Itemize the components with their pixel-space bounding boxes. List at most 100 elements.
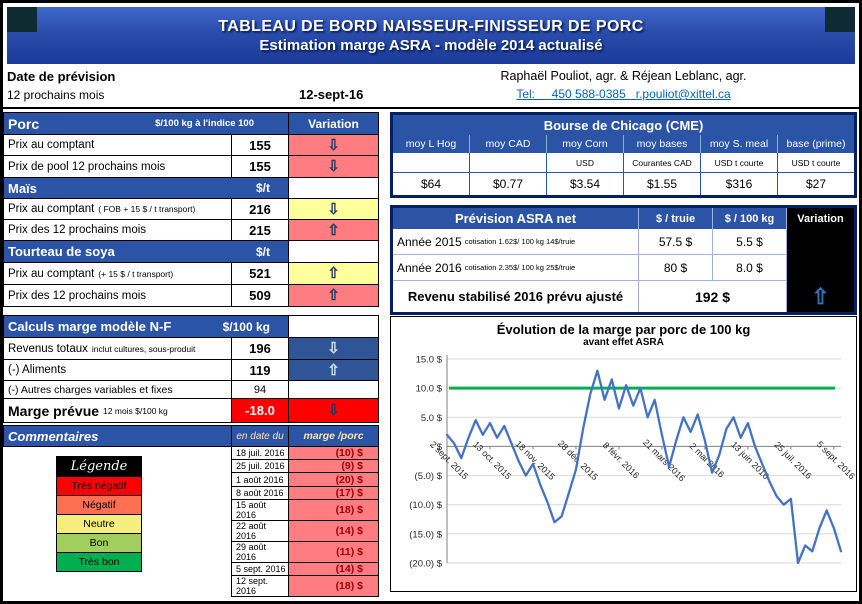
empty-cell xyxy=(289,241,379,262)
asra-truie-value: 80 $ xyxy=(639,255,713,281)
tel-label: Tel: xyxy=(516,87,535,101)
history-date: 25 juil. 2016 xyxy=(232,460,289,474)
svg-text:5 sept. 2016: 5 sept. 2016 xyxy=(815,439,856,481)
table-row: 5 sept. 2016 (14) $ xyxy=(232,562,379,577)
table-row: Prix des 12 prochains mois 509 ⇧ xyxy=(4,285,379,307)
porc-header: Porc $/100 kg à l'indice 100 xyxy=(4,113,289,134)
asra-col-truie: $ / truie xyxy=(639,208,713,229)
header-divider xyxy=(3,107,859,109)
up-arrow-icon: ⇧ xyxy=(327,361,340,379)
down-arrow-icon: ⇩ xyxy=(327,340,340,357)
down-arrow-icon: ⇩ xyxy=(327,158,340,175)
table-row: 15 août 2016 (18) $ xyxy=(232,499,379,521)
row-label: Prix au comptant xyxy=(8,203,95,215)
svg-text:15.0 $: 15.0 $ xyxy=(416,355,443,366)
cme-title: Bourse de Chicago (CME) xyxy=(393,115,854,135)
asra-variation-cell xyxy=(787,255,854,281)
cme-value: $3.54 xyxy=(547,173,624,195)
cme-value: $316 xyxy=(701,173,778,195)
asra-year: Année 2016 xyxy=(397,260,462,275)
row-label-cell: Marge prévue 12 mois $/100 kg xyxy=(4,399,232,422)
history-value: (11) $ xyxy=(289,541,379,563)
empty-cell xyxy=(289,316,379,337)
mais-header: Maïs $/t xyxy=(4,178,289,198)
porc-title: Porc xyxy=(8,115,40,132)
history-value: (10) $ xyxy=(289,447,379,461)
svg-text:(10.0) $: (10.0) $ xyxy=(409,500,442,511)
cme-unit: USD t courte xyxy=(778,153,854,173)
row-value-cell: 216 xyxy=(232,199,289,219)
row-value-cell: 196 xyxy=(232,338,289,359)
row-label-cell: Prix des 12 prochains mois xyxy=(4,220,232,240)
table-row: Prix des 12 prochains mois 215 ⇧ xyxy=(4,220,379,241)
authors-line: Raphaël Pouliot, agr. & Réjean Leblanc, … xyxy=(500,69,747,83)
history-date: 18 juil. 2016 xyxy=(232,447,289,461)
cme-col-header: moy L Hog xyxy=(393,135,470,153)
row-label-cell: Prix au comptant (+ 15 $ / t transport) xyxy=(4,263,232,284)
history-marge-header: marge /porc xyxy=(289,426,379,446)
table-row: Année 2016 cotisation 2.35$/ 100 kg 25$/t… xyxy=(393,255,854,281)
soya-unit: $/t xyxy=(255,244,270,259)
commentaires-title: Commentaires xyxy=(8,428,99,444)
row-value-cell: -18.0 xyxy=(232,399,289,422)
asra-table: Prévision ASRA net $ / truie $ / 100 kg … xyxy=(390,205,857,315)
calc-unit: $/100 kg xyxy=(222,319,270,334)
svg-text:(5.0) $: (5.0) $ xyxy=(415,471,443,482)
variation-cell: ⇧ xyxy=(289,285,379,306)
chart-subtitle: avant effet ASRA xyxy=(583,337,664,348)
history-value: (20) $ xyxy=(289,473,379,487)
margin-history-table: 18 juil. 2016 (10) $ 25 juil. 2016 (9) $ 1… xyxy=(231,447,379,598)
asra-row-label: Année 2015 cotisation 1.62$/ 100 kg 14$/t… xyxy=(393,229,639,255)
porc-unit: $/100 kg à l'indice 100 xyxy=(155,118,254,129)
history-value: (18) $ xyxy=(289,499,379,521)
forecast-period: 12 prochains mois xyxy=(7,88,105,102)
cme-value: $64 xyxy=(393,173,470,195)
history-value: (18) $ xyxy=(289,576,379,598)
cme-unit xyxy=(393,153,470,173)
asra-note: cotisation 2.35$/ 100 kg 25$/truie xyxy=(464,263,576,272)
row-label-cell: Prix des 12 prochains mois xyxy=(4,285,232,306)
prices-table: Porc $/100 kg à l'indice 100 Variation P… xyxy=(3,112,379,307)
forecast-label: Date de prévision xyxy=(7,69,116,84)
table-row: Prix de pool 12 prochains mois 155 ⇩ xyxy=(4,156,379,178)
legend-item: Très bon xyxy=(57,552,141,571)
legend-item: Très négatif xyxy=(57,476,141,495)
soya-header: Tourteau de soya $/t xyxy=(4,241,289,262)
table-row: (-) Aliments 119 ⇧ xyxy=(4,360,379,381)
chart-plot-area: 15.0 $ 10.0 $ 5.0 $ - $ (5.0) $ (10.0) $ (15.0… xyxy=(409,355,856,570)
row-label: (-) Autres charges variables et fixes xyxy=(8,383,173,396)
legend-item: Neutre xyxy=(57,514,141,533)
cme-col-header: moy Corn xyxy=(547,135,624,153)
table-row: 25 juil. 2016 (9) $ xyxy=(232,460,379,474)
row-note: ( FOB + 15 $ / t transport) xyxy=(98,204,196,214)
legend-label: Très bon xyxy=(78,556,120,568)
history-date: 8 août 2016 xyxy=(232,486,289,500)
page-subtitle: Estimation marge ASRA - modèle 2014 actu… xyxy=(259,36,603,54)
up-arrow-icon: ⇧ xyxy=(327,265,340,282)
phone-link[interactable]: 450 588-0385 xyxy=(551,87,626,101)
contact-line: Tel: 450 588-0385 r.pouliot@xittel.ca xyxy=(390,87,857,101)
cme-unit: Courantes CAD xyxy=(624,153,701,173)
asra-kg-value: 5.5 $ xyxy=(713,229,787,255)
table-row: Prix au comptant( FOB + 15 $ / t transpo… xyxy=(4,199,379,220)
row-label: Prix au comptant xyxy=(8,267,95,280)
svg-text:13 oct. 2015: 13 oct. 2015 xyxy=(471,439,513,481)
margin-calc-table: Calculs marge modèle N-F $/100 kg Revenu… xyxy=(3,315,379,423)
row-note: (+ 15 $ / t transport) xyxy=(98,268,174,279)
variation-cell: ⇩ xyxy=(289,135,379,155)
variation-header: Variation xyxy=(289,113,379,134)
mais-header-row: Maïs $/t xyxy=(4,178,379,199)
calc-title: Calculs marge modèle N-F xyxy=(8,319,172,334)
empty-cell xyxy=(289,381,379,398)
history-value: (17) $ xyxy=(289,486,379,500)
asra-footer-label: Revenu stabilisé 2016 prévu ajusté xyxy=(393,281,639,312)
row-value-cell: 119 xyxy=(232,360,289,380)
cme-value: $1.55 xyxy=(624,173,701,195)
page-title: TABLEAU DE BORD NAISSEUR-FINISSEUR DE PO… xyxy=(218,17,644,35)
asra-footer-row: Revenu stabilisé 2016 prévu ajusté 192 $… xyxy=(393,281,854,312)
table-row: Prix au comptant (+ 15 $ / t transport) 5… xyxy=(4,263,379,285)
email-link[interactable]: r.pouliot@xittel.ca xyxy=(635,87,731,101)
down-arrow-icon: ⇩ xyxy=(327,200,340,218)
variation-cell: ⇩ xyxy=(289,338,379,359)
contact-block: Raphaël Pouliot, agr. & Réjean Leblanc, … xyxy=(390,69,857,101)
